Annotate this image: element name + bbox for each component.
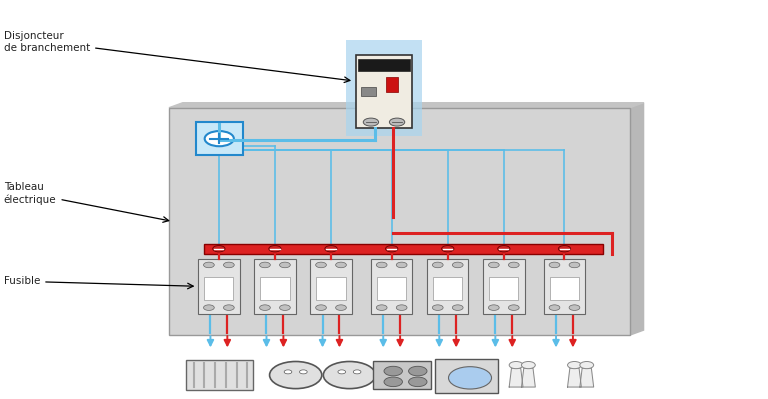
Circle shape [509, 361, 523, 369]
Circle shape [389, 118, 405, 126]
FancyBboxPatch shape [254, 259, 296, 314]
Circle shape [280, 262, 290, 268]
Circle shape [452, 262, 463, 268]
FancyBboxPatch shape [356, 55, 412, 128]
FancyBboxPatch shape [361, 87, 376, 96]
FancyBboxPatch shape [377, 277, 406, 300]
FancyBboxPatch shape [483, 259, 525, 314]
FancyBboxPatch shape [489, 277, 518, 300]
FancyBboxPatch shape [316, 277, 346, 300]
Circle shape [300, 370, 307, 374]
Circle shape [488, 262, 499, 268]
Circle shape [558, 245, 571, 252]
FancyBboxPatch shape [260, 277, 290, 300]
Circle shape [284, 370, 292, 374]
Circle shape [336, 262, 346, 268]
Polygon shape [509, 368, 523, 387]
Circle shape [498, 245, 510, 252]
Circle shape [223, 262, 234, 268]
Text: Fusible: Fusible [4, 276, 194, 289]
FancyBboxPatch shape [186, 360, 253, 390]
FancyBboxPatch shape [386, 77, 398, 92]
Circle shape [376, 262, 387, 268]
FancyBboxPatch shape [371, 259, 412, 314]
Circle shape [323, 361, 376, 389]
Circle shape [452, 305, 463, 310]
FancyBboxPatch shape [196, 122, 243, 155]
Circle shape [325, 245, 337, 252]
FancyBboxPatch shape [198, 259, 240, 314]
Polygon shape [169, 103, 644, 108]
Circle shape [409, 366, 427, 376]
Polygon shape [568, 368, 581, 387]
FancyBboxPatch shape [373, 361, 431, 389]
Circle shape [449, 367, 492, 389]
Circle shape [384, 377, 402, 387]
Polygon shape [521, 368, 535, 387]
FancyBboxPatch shape [427, 259, 468, 314]
Circle shape [204, 131, 233, 146]
FancyBboxPatch shape [310, 259, 352, 314]
FancyBboxPatch shape [544, 259, 585, 314]
Circle shape [432, 262, 443, 268]
Polygon shape [630, 103, 644, 335]
Circle shape [568, 361, 581, 369]
Text: Disjoncteur
de branchement: Disjoncteur de branchement [4, 31, 350, 83]
Circle shape [204, 305, 214, 310]
Circle shape [260, 305, 270, 310]
FancyBboxPatch shape [346, 40, 422, 136]
Circle shape [549, 262, 560, 268]
Circle shape [260, 262, 270, 268]
Circle shape [409, 377, 427, 387]
FancyBboxPatch shape [204, 277, 233, 300]
Circle shape [569, 305, 580, 310]
Circle shape [353, 370, 361, 374]
Circle shape [363, 118, 379, 126]
FancyBboxPatch shape [435, 359, 498, 393]
FancyBboxPatch shape [433, 277, 462, 300]
Circle shape [386, 245, 398, 252]
FancyBboxPatch shape [550, 277, 579, 300]
Text: Tableau
électrique: Tableau électrique [4, 182, 169, 222]
Circle shape [280, 305, 290, 310]
Circle shape [338, 370, 346, 374]
FancyBboxPatch shape [169, 108, 630, 335]
FancyBboxPatch shape [204, 243, 603, 254]
Circle shape [316, 305, 326, 310]
Circle shape [508, 262, 519, 268]
Circle shape [549, 305, 560, 310]
Circle shape [442, 245, 454, 252]
Circle shape [316, 262, 326, 268]
Circle shape [269, 245, 281, 252]
Circle shape [488, 305, 499, 310]
Polygon shape [580, 368, 594, 387]
Circle shape [384, 366, 402, 376]
Circle shape [336, 305, 346, 310]
Circle shape [213, 245, 225, 252]
Circle shape [270, 361, 322, 389]
FancyBboxPatch shape [358, 59, 410, 71]
Circle shape [569, 262, 580, 268]
Circle shape [223, 305, 234, 310]
Circle shape [521, 361, 535, 369]
Circle shape [396, 305, 407, 310]
Circle shape [376, 305, 387, 310]
Circle shape [508, 305, 519, 310]
Circle shape [396, 262, 407, 268]
Circle shape [580, 361, 594, 369]
Circle shape [204, 262, 214, 268]
Circle shape [432, 305, 443, 310]
